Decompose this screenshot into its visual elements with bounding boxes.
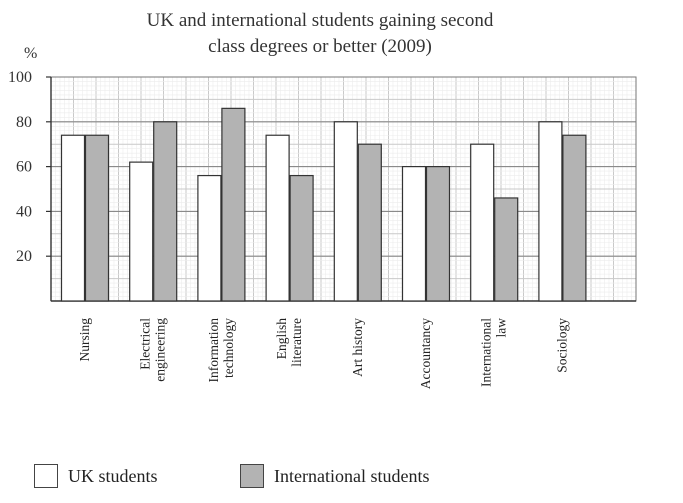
bar-international bbox=[289, 174, 314, 302]
category-label: engineering bbox=[153, 318, 168, 382]
category-label: Sociology bbox=[554, 318, 569, 373]
category-label: English bbox=[274, 318, 289, 360]
legend-item-uk: UK students bbox=[34, 463, 158, 489]
bars bbox=[60, 107, 587, 302]
bar-uk bbox=[333, 121, 358, 302]
y-tick-label: 80 bbox=[16, 114, 32, 131]
bar-uk bbox=[470, 143, 495, 302]
chart-title-line-1: UK and international students gaining se… bbox=[147, 10, 494, 31]
bar-uk bbox=[401, 166, 427, 302]
y-axis-ticks: 20 40 60 80 100 bbox=[8, 69, 51, 265]
y-tick-label: 40 bbox=[16, 203, 32, 220]
bar-international bbox=[562, 134, 587, 302]
bar-international bbox=[357, 143, 382, 302]
y-tick-label: 20 bbox=[16, 248, 32, 265]
chart-title-line-2: class degrees or better (2009) bbox=[208, 36, 432, 57]
legend-label-international: International students bbox=[274, 465, 430, 486]
bar-international bbox=[494, 197, 519, 302]
bar-uk bbox=[538, 121, 563, 302]
category-label: technology bbox=[221, 318, 236, 378]
legend-item-international: International students bbox=[240, 463, 429, 489]
category-label: Accountancy bbox=[418, 318, 433, 389]
bar-international bbox=[425, 166, 451, 302]
bar-uk bbox=[60, 134, 86, 302]
bar-uk bbox=[129, 161, 154, 302]
y-tick-label: 100 bbox=[8, 69, 32, 86]
category-label: Art history bbox=[350, 318, 365, 377]
category-labels: Nursing Electrical engineering Information t… bbox=[77, 318, 569, 389]
category-label: Electrical bbox=[138, 318, 153, 370]
legend-swatch-international bbox=[240, 464, 264, 488]
bar-uk bbox=[265, 134, 290, 302]
legend-swatch-uk bbox=[34, 464, 58, 488]
y-axis-label: % bbox=[24, 45, 37, 62]
category-label: law bbox=[494, 318, 509, 338]
bar-uk bbox=[197, 174, 222, 302]
y-tick-label: 60 bbox=[16, 159, 32, 176]
category-label: International bbox=[479, 318, 494, 387]
category-label: Nursing bbox=[77, 318, 92, 362]
bar-international bbox=[221, 107, 246, 302]
bar-international bbox=[84, 134, 110, 302]
category-label: literature bbox=[289, 318, 304, 367]
bar-international bbox=[153, 121, 178, 302]
legend-label-uk: UK students bbox=[68, 465, 158, 486]
category-label: Information bbox=[206, 318, 221, 383]
